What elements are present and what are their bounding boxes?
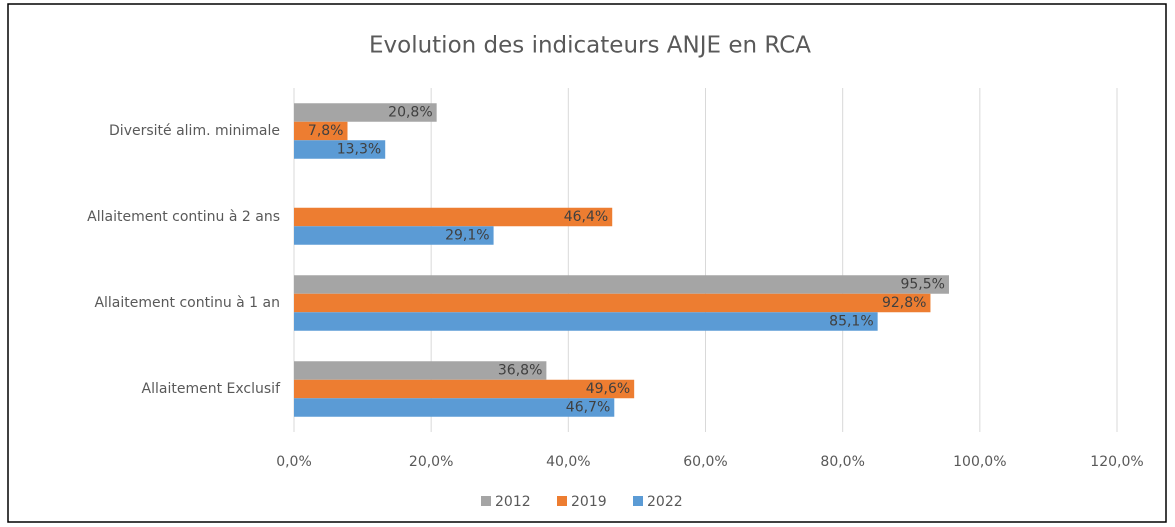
chart-title: Evolution des indicateurs ANJE en RCA [369,33,811,59]
legend-swatch [633,496,643,506]
bar [294,361,547,380]
bar [294,121,348,141]
category-label: Allaitement Exclusif [142,381,282,397]
x-tick-label: 60,0% [683,454,727,470]
bar [294,312,878,331]
bar [294,275,949,294]
legend-swatch [481,496,491,506]
data-label: 95,5% [900,277,944,293]
bar [294,140,386,159]
bar [294,379,635,399]
legend-label: 2022 [647,494,683,510]
x-tick-label: 100,0% [953,454,1006,470]
category-label: Diversité alim. minimale [109,123,280,139]
bar [294,207,613,227]
bar [294,293,931,313]
bar [294,226,494,245]
data-label: 29,1% [445,228,489,244]
data-label: 46,4% [564,209,608,225]
data-label: 49,6% [586,381,630,397]
data-label: 13,3% [337,142,381,158]
category-label: Allaitement continu à 2 ans [87,209,280,225]
legend-label: 2019 [571,494,607,510]
category-label: Allaitement continu à 1 an [94,295,280,311]
x-tick-label: 80,0% [820,454,864,470]
data-label: 85,1% [829,314,873,330]
chart-frame [7,3,1167,523]
bar [294,103,437,122]
bar [294,398,615,417]
data-label: 36,8% [498,363,542,379]
x-tick-label: 20,0% [409,454,453,470]
data-label: 20,8% [388,105,432,121]
legend-label: 2012 [495,494,531,510]
x-tick-label: 120,0% [1090,454,1143,470]
x-tick-label: 0,0% [276,454,312,470]
data-label: 7,8% [308,123,344,139]
data-label: 46,7% [566,400,610,416]
data-label: 92,8% [882,295,926,311]
x-tick-label: 40,0% [546,454,590,470]
legend-swatch [557,496,567,506]
